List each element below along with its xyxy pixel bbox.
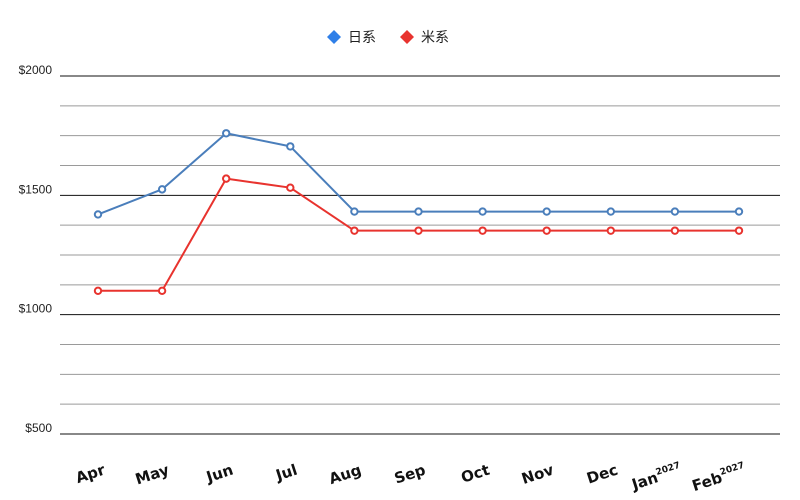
data-point bbox=[157, 185, 167, 194]
y-tick-label: $1000 bbox=[19, 302, 53, 316]
y-axis-tick-labels: $500 $1000 $1500 $2000 bbox=[19, 63, 53, 435]
data-point bbox=[414, 226, 423, 235]
x-tick-label: Apr bbox=[73, 461, 107, 487]
data-point bbox=[286, 183, 295, 192]
data-point bbox=[542, 226, 551, 235]
data-point bbox=[222, 174, 231, 183]
legend: 日系 米系 bbox=[327, 30, 449, 46]
x-tick-label: May bbox=[133, 461, 171, 489]
legend-label: 日系 bbox=[348, 30, 376, 46]
series-1 bbox=[93, 129, 744, 219]
data-point bbox=[478, 207, 487, 216]
data-point bbox=[93, 286, 103, 295]
data-point bbox=[350, 207, 359, 216]
x-tick-label: Jun bbox=[203, 461, 235, 487]
data-point bbox=[93, 210, 103, 219]
data-point bbox=[478, 226, 487, 235]
grid-lines bbox=[60, 75, 780, 435]
y-tick-label: $2000 bbox=[19, 63, 53, 77]
data-point bbox=[606, 207, 615, 216]
y-tick-label: $500 bbox=[25, 421, 52, 435]
data-point bbox=[734, 226, 744, 235]
data-point bbox=[734, 207, 744, 216]
series-2 bbox=[93, 174, 744, 295]
data-point bbox=[222, 129, 231, 138]
x-tick-label: Aug bbox=[327, 461, 364, 488]
y-tick-label: $1500 bbox=[19, 182, 53, 196]
x-axis-tick-labels: Apr May Jun Jul Aug Sep Oct Nov Dec Jan2027 Feb202… bbox=[73, 461, 748, 495]
data-point bbox=[670, 226, 680, 235]
series-lines bbox=[93, 129, 744, 295]
x-tick-label: Oct bbox=[459, 461, 492, 487]
data-point bbox=[606, 226, 615, 235]
data-point bbox=[542, 207, 551, 216]
x-tick-label: Feb2027 bbox=[690, 461, 748, 495]
data-point bbox=[414, 207, 423, 216]
legend-marker bbox=[400, 30, 414, 44]
x-tick-label: Nov bbox=[519, 461, 556, 488]
legend-marker bbox=[327, 30, 341, 44]
legend-label: 米系 bbox=[421, 30, 449, 46]
data-point bbox=[157, 286, 167, 295]
x-tick-label: Sep bbox=[392, 461, 428, 488]
x-tick-label: Jan2027 bbox=[629, 461, 684, 494]
x-tick-label: Jul bbox=[273, 461, 300, 485]
data-point bbox=[670, 207, 680, 216]
data-point bbox=[350, 226, 359, 235]
series-line bbox=[97, 132, 739, 216]
x-tick-label: Dec bbox=[584, 461, 620, 488]
data-point bbox=[286, 142, 295, 151]
